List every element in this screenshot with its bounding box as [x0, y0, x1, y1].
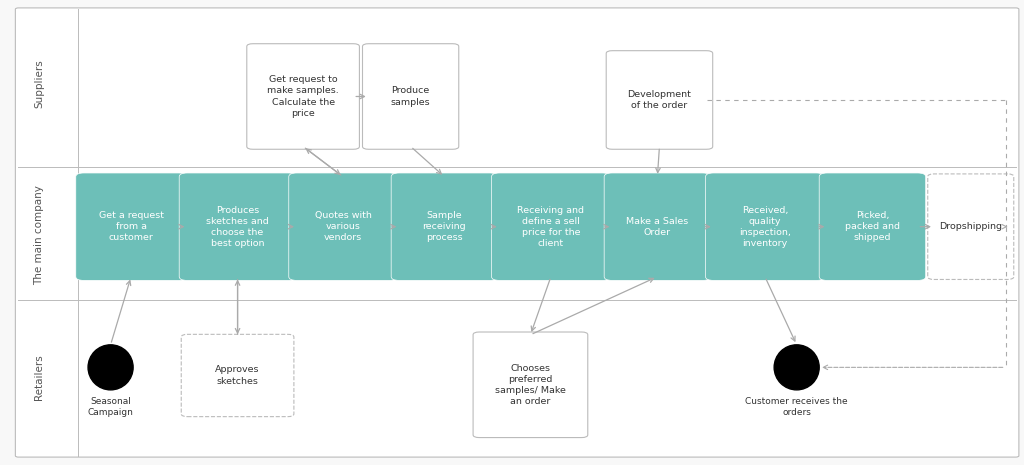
- Text: Produces
sketches and
choose the
best option: Produces sketches and choose the best op…: [206, 206, 269, 248]
- Text: Make a Sales
Order: Make a Sales Order: [627, 217, 688, 237]
- Text: The main company: The main company: [34, 185, 44, 285]
- Ellipse shape: [88, 345, 133, 390]
- Text: Development
of the order: Development of the order: [628, 90, 691, 110]
- Text: Get a request
from a
customer: Get a request from a customer: [98, 211, 164, 242]
- Text: Seasonal
Campaign: Seasonal Campaign: [88, 397, 133, 417]
- FancyBboxPatch shape: [289, 173, 397, 280]
- Text: Chooses
preferred
samples/ Make
an order: Chooses preferred samples/ Make an order: [495, 364, 566, 406]
- FancyBboxPatch shape: [606, 51, 713, 149]
- FancyBboxPatch shape: [362, 44, 459, 149]
- Text: Retailers: Retailers: [34, 354, 44, 399]
- FancyBboxPatch shape: [15, 8, 1019, 457]
- Text: Dropshipping: Dropshipping: [939, 222, 1002, 231]
- FancyBboxPatch shape: [76, 173, 186, 280]
- Text: Sample
receiving
process: Sample receiving process: [423, 211, 466, 242]
- FancyBboxPatch shape: [391, 173, 498, 280]
- FancyBboxPatch shape: [819, 173, 926, 280]
- Text: Produce
samples: Produce samples: [391, 86, 430, 106]
- FancyBboxPatch shape: [181, 334, 294, 417]
- FancyBboxPatch shape: [706, 173, 824, 280]
- Text: Receiving and
define a sell
price for the
client: Receiving and define a sell price for th…: [517, 206, 585, 248]
- Text: Suppliers: Suppliers: [34, 60, 44, 108]
- Text: Get request to
make samples.
Calculate the
price: Get request to make samples. Calculate t…: [267, 75, 339, 118]
- FancyBboxPatch shape: [928, 174, 1014, 279]
- FancyBboxPatch shape: [492, 173, 610, 280]
- FancyBboxPatch shape: [247, 44, 359, 149]
- Text: Received,
quality
inspection,
inventory: Received, quality inspection, inventory: [739, 206, 791, 248]
- FancyBboxPatch shape: [179, 173, 296, 280]
- Text: Approves
sketches: Approves sketches: [215, 365, 260, 385]
- FancyBboxPatch shape: [473, 332, 588, 438]
- Ellipse shape: [774, 345, 819, 390]
- Text: Quotes with
various
vendors: Quotes with various vendors: [314, 211, 372, 242]
- Text: Customer receives the
orders: Customer receives the orders: [745, 397, 848, 417]
- Text: Picked,
packed and
shipped: Picked, packed and shipped: [845, 211, 900, 242]
- FancyBboxPatch shape: [604, 173, 711, 280]
